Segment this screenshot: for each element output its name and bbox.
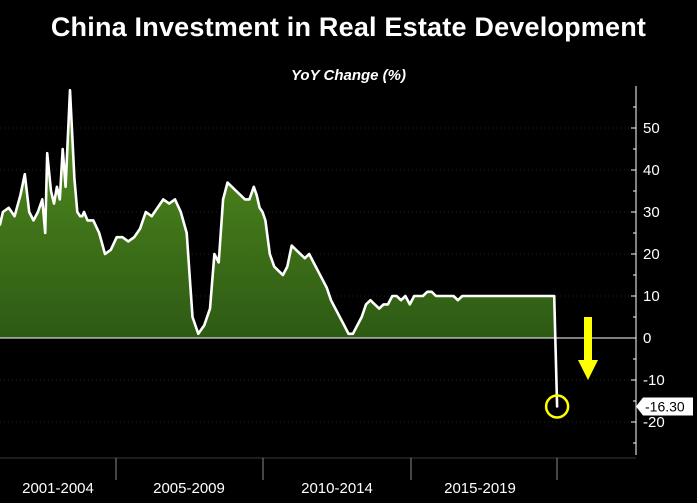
y-tick-label: -10	[643, 372, 665, 389]
chart-title: China Investment in Real Estate Developm…	[50, 12, 647, 42]
y-tick-label: 40	[643, 162, 660, 179]
highlight-circle	[544, 394, 570, 419]
x-period-label: 2015-2019	[444, 480, 516, 497]
value-callout-label: -16.30	[645, 398, 685, 414]
chart-subtitle: YoY Change (%)	[290, 67, 406, 84]
x-axis-periods: 2001-2004 2005-2009 2010-2014 2015-2019	[0, 457, 636, 497]
area-fill-shape	[0, 90, 555, 338]
y-tick-label: 0	[643, 330, 651, 347]
area-fill	[0, 90, 633, 339]
down-arrow-icon	[578, 317, 598, 380]
y-tick-label: 30	[643, 204, 660, 221]
series-line	[0, 88, 559, 408]
x-period-label: 2005-2009	[153, 480, 225, 497]
y-tick-label: 20	[643, 246, 660, 263]
x-period-label: 2001-2004	[22, 480, 94, 497]
series-line-path	[0, 88, 559, 408]
y-tick-label: 50	[643, 120, 660, 137]
y-tick-label: 10	[643, 288, 660, 305]
y-axis: 50 40 30 20 10 0 -10 -20	[631, 86, 665, 455]
annotations: -16.30	[544, 317, 693, 419]
x-period-label: 2010-2014	[301, 480, 373, 497]
value-callout-box	[636, 397, 693, 416]
y-tick-label: -20	[643, 414, 665, 431]
